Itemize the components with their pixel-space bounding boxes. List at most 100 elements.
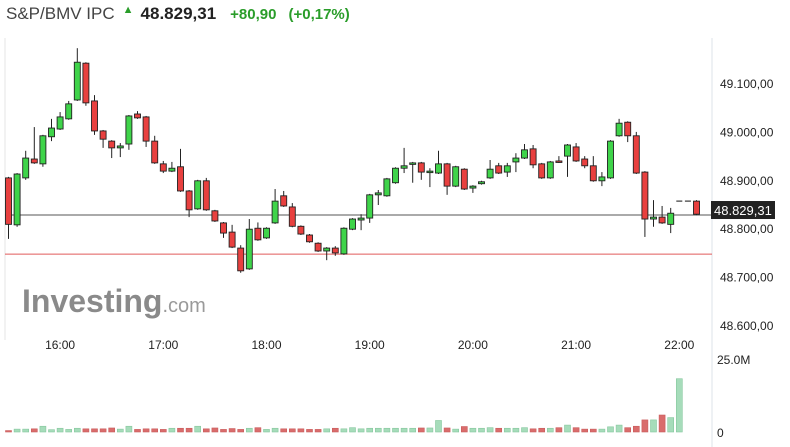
candle-down (82, 62, 90, 104)
volume-bar-up (486, 427, 494, 433)
y-tick-label: 48.900,00 (720, 174, 774, 188)
volume-bar-up (349, 427, 356, 433)
candle-down (220, 222, 227, 234)
candle-down (288, 206, 296, 227)
volume-bar-up (409, 427, 417, 433)
volume-bar-up (366, 427, 374, 433)
volume-bar-down (203, 428, 210, 433)
candle-down (460, 168, 468, 190)
candle-down (495, 165, 503, 174)
volume-bar-down (82, 428, 90, 433)
y-axis: 49.100,00 49.000,00 48.900,00 48.800,00 48.7… (720, 77, 774, 333)
candle-down (159, 163, 167, 172)
candle-down (142, 116, 150, 142)
y-tick-label: 48.700,00 (720, 271, 774, 285)
last-price-tag-box (711, 201, 775, 220)
volume-bar-down (108, 427, 115, 433)
volume-bar-down (529, 428, 537, 433)
volume-bar-up (374, 427, 382, 433)
volume-bar-up (117, 428, 124, 433)
candle-down (572, 146, 580, 162)
volume-bar-up (383, 427, 391, 433)
candle-down (202, 180, 210, 211)
volume-bar-down (538, 427, 546, 433)
candle-up (323, 247, 331, 252)
candle-down (237, 247, 245, 272)
volume-bar-up (271, 427, 279, 433)
reference-lines (5, 214, 712, 255)
volume-bar-up (74, 427, 81, 433)
volume-bar-down (185, 427, 193, 433)
candle-down (693, 200, 700, 215)
volume-bar-down (134, 429, 141, 433)
candle-up (366, 194, 374, 219)
candle-up (125, 115, 133, 145)
candle-down (99, 130, 107, 140)
volume-bar-up (564, 424, 571, 433)
volume-bar-up (48, 429, 55, 433)
x-tick-label: 18:00 (251, 338, 281, 352)
volume-bar-down (641, 419, 649, 433)
candle-up (48, 127, 55, 138)
volume-bar-up (435, 420, 442, 433)
candle-down (658, 216, 666, 224)
candle-up (56, 116, 64, 130)
candle-down (5, 177, 12, 225)
volume-bar-up (400, 427, 408, 433)
volume-tick-max: 25.0M (717, 353, 750, 367)
candle-up (116, 145, 124, 149)
candle-down (331, 247, 339, 254)
x-axis: 16:00 17:00 18:00 19:00 20:00 21:00 22:00 (45, 338, 695, 352)
x-tick-label: 16:00 (45, 338, 75, 352)
volume-bar-down (632, 425, 640, 433)
candle-up (426, 170, 434, 174)
candle-up (598, 176, 606, 182)
y-tick-label: 48.800,00 (720, 222, 774, 236)
volume-bar-down (624, 427, 632, 433)
volume-bar-up (56, 427, 64, 433)
volume-bar-up (512, 427, 520, 433)
candle-down (297, 225, 305, 235)
volume-bar-down (237, 429, 244, 433)
volume-bar-down (581, 428, 589, 433)
volume-bar-up (503, 427, 511, 433)
volume-bar-up (615, 424, 623, 433)
candle-down (177, 166, 184, 192)
volume-tick-zero: 0 (717, 426, 724, 440)
volume-bar-up (452, 428, 460, 433)
candle-up (374, 192, 382, 196)
candle-down (254, 227, 262, 241)
volume-bar-up (13, 428, 21, 433)
volume-bar-up (546, 427, 554, 433)
volume-bar-down (460, 426, 468, 433)
volume-bar-down (280, 428, 288, 433)
volume-bar-down (30, 428, 38, 433)
candle-up (409, 162, 417, 165)
candle-up (392, 167, 399, 184)
volume-bar-down (254, 427, 262, 433)
candle-up (357, 217, 365, 221)
candle-up (435, 163, 442, 174)
volume-bar-up (357, 428, 365, 433)
volume-bar-up (478, 427, 485, 433)
x-tick-label: 19:00 (355, 338, 385, 352)
candle-down (30, 158, 38, 164)
candle-up (521, 149, 528, 159)
volume-bars (5, 378, 683, 433)
candle-up (503, 165, 511, 173)
candle-up (168, 167, 176, 172)
volume-bar-down (151, 428, 158, 433)
candle-down (632, 135, 640, 174)
candle-down (417, 162, 425, 173)
volume-bar-down (5, 430, 12, 433)
up-arrow-icon: ▲ (122, 4, 134, 16)
volume-bar-down (589, 428, 597, 433)
candle-down (108, 140, 116, 149)
x-tick-label: 20:00 (458, 338, 488, 352)
candle-down (538, 163, 546, 179)
candle-down (185, 190, 193, 211)
volume-bar-up (125, 425, 133, 433)
candle-down (151, 140, 159, 164)
candle-up (39, 135, 47, 165)
